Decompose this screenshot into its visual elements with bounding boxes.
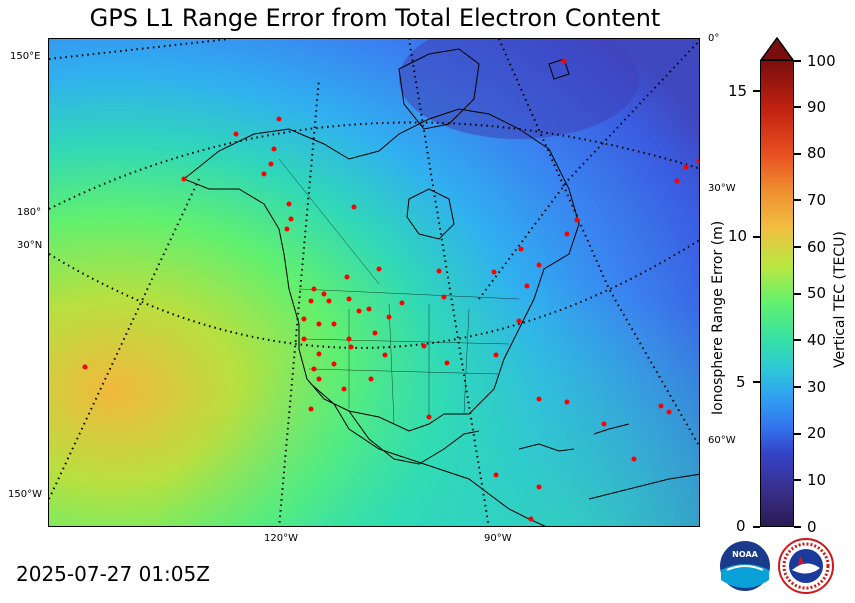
lon-label-150e: 150°E [10, 51, 41, 62]
lon-label-30w: 30°W [708, 183, 736, 194]
right-tick-label-70: 70 [807, 191, 827, 209]
lat-label-30n: 30°N [17, 240, 43, 251]
left-tick-15 [753, 90, 760, 92]
colorbar-gradient [761, 61, 793, 526]
right-tick-label-30: 30 [807, 378, 827, 396]
lon-label-0: 0° [708, 33, 720, 44]
lon-label-90w: 90°W [484, 533, 512, 544]
right-tick-0 [794, 526, 801, 528]
svg-text:NOAA: NOAA [732, 550, 758, 559]
national-weather-service-logo [778, 538, 834, 594]
left-tick-10 [753, 236, 760, 238]
left-tick-label-5: 5 [736, 373, 746, 391]
right-tick-10 [794, 479, 801, 481]
left-tick-5 [753, 381, 760, 383]
left-tick-label-15: 15 [728, 82, 748, 100]
lon-label-150w: 150°W [8, 489, 42, 500]
right-tick-50 [794, 293, 801, 295]
right-tick-label-10: 10 [807, 471, 827, 489]
right-tick-label-20: 20 [807, 424, 827, 442]
right-tick-90 [794, 106, 801, 108]
right-tick-label-90: 90 [807, 98, 827, 116]
lon-label-120w: 120°W [264, 533, 298, 544]
colorbar [760, 60, 794, 527]
right-tick-100 [794, 60, 801, 62]
right-tick-label-40: 40 [807, 331, 827, 349]
right-tick-label-50: 50 [807, 284, 827, 302]
right-tick-label-100: 100 [807, 52, 836, 70]
left-tick-label-0: 0 [736, 517, 746, 535]
tec-map-graphic [49, 39, 699, 526]
right-tick-20 [794, 433, 801, 435]
tec-map [48, 38, 700, 527]
timestamp: 2025-07-27 01:05Z [16, 562, 210, 586]
left-tick-0 [753, 526, 760, 528]
right-tick-70 [794, 199, 801, 201]
noaa-logo: NOAA [720, 541, 770, 591]
right-axis-label: Vertical TEC (TECU) [832, 231, 848, 368]
right-tick-30 [794, 386, 801, 388]
map-title: GPS L1 Range Error from Total Electron C… [89, 4, 661, 32]
right-tick-label-80: 80 [807, 144, 827, 162]
right-tick-label-60: 60 [807, 238, 827, 256]
colorbar-extend-triangle [760, 37, 794, 61]
right-tick-60 [794, 246, 801, 248]
lon-label-60w: 60°W [708, 435, 736, 446]
lon-label-180: 180° [17, 207, 42, 218]
left-tick-label-10: 10 [728, 227, 748, 245]
right-tick-label-0: 0 [807, 518, 817, 536]
left-axis-label: Ionosphere Range Error (m) [710, 220, 726, 415]
right-tick-40 [794, 339, 801, 341]
right-tick-80 [794, 153, 801, 155]
